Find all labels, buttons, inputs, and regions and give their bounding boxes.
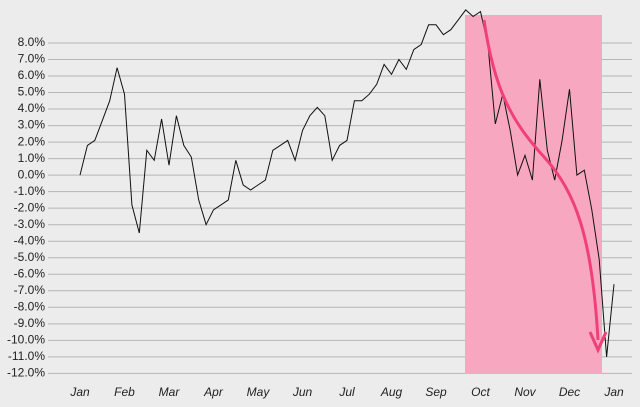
x-tick-label: Apr [203, 385, 224, 399]
y-tick-label: -6.0% [14, 266, 46, 280]
arrow-head [588, 331, 608, 354]
y-tick-label: 8.0% [18, 35, 46, 49]
y-tick-label: 6.0% [18, 68, 46, 82]
plot [79, 9, 615, 357]
x-tick-label: Jun [292, 385, 313, 399]
y-tick-label: 0.0% [18, 167, 46, 181]
x-tick-label: Jan [603, 385, 624, 399]
x-tick-label: Nov [514, 385, 536, 399]
line [79, 9, 615, 357]
x-tick-label: Oct [471, 385, 490, 399]
x-tick-label: Jul [338, 385, 355, 399]
y-tick-label: -5.0% [14, 250, 46, 264]
y-tick-label: 7.0% [18, 52, 46, 66]
x-tick-label: Aug [380, 385, 403, 399]
y-tick-label: -2.0% [14, 200, 46, 214]
y-tick-label: -9.0% [14, 316, 46, 330]
y-tick-label: -1.0% [14, 184, 46, 198]
x-tick-label: Jan [69, 385, 90, 399]
trend-arrow [482, 19, 600, 341]
highlight-region [465, 15, 602, 374]
y-tick-label: -10.0% [7, 333, 45, 347]
x-tick-label: Mar [159, 385, 181, 399]
x-tick-label: Dec [559, 385, 580, 399]
x-tick-label: Sep [425, 385, 447, 399]
y-tick-label: -12.0% [7, 366, 45, 380]
y-tick-label: -11.0% [8, 349, 45, 363]
y-tick-label: -8.0% [14, 299, 46, 313]
x-tick-label: May [247, 385, 271, 399]
y-tick-label: 3.0% [18, 118, 46, 132]
y-tick-label: 4.0% [18, 101, 46, 115]
y-tick-label: -7.0% [14, 283, 46, 297]
y-tick-label: -4.0% [14, 233, 46, 247]
x-tick-label: Feb [114, 385, 135, 399]
y-tick-label: 5.0% [18, 85, 46, 99]
y-tick-label: -3.0% [14, 217, 46, 231]
y-tick-label: 1.0% [18, 151, 46, 165]
y-tick-label: 2.0% [18, 134, 46, 148]
